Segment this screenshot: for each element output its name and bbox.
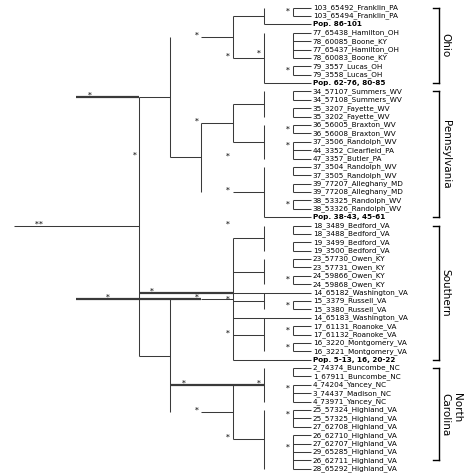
Text: *: * xyxy=(285,8,289,16)
Text: 34_57107_Summers_WV: 34_57107_Summers_WV xyxy=(313,88,403,95)
Text: *: * xyxy=(226,296,230,304)
Text: *: * xyxy=(39,221,43,229)
Text: 3_74437_Madison_NC: 3_74437_Madison_NC xyxy=(313,390,392,397)
Text: Ohio: Ohio xyxy=(441,33,451,57)
Text: *: * xyxy=(285,385,289,393)
Text: *: * xyxy=(285,301,289,309)
Text: Pop. 5-13, 16, 20-22: Pop. 5-13, 16, 20-22 xyxy=(313,357,395,363)
Text: *: * xyxy=(226,434,230,442)
Text: 15_3380_Russell_VA: 15_3380_Russell_VA xyxy=(313,306,386,313)
Text: 34_57108_Summers_WV: 34_57108_Summers_WV xyxy=(313,97,403,103)
Text: 47_3357_Butler_PA: 47_3357_Butler_PA xyxy=(313,155,383,162)
Text: 23_57731_Owen_KY: 23_57731_Owen_KY xyxy=(313,264,385,271)
Text: 26_62711_Highland_VA: 26_62711_Highland_VA xyxy=(313,457,398,464)
Text: 1_67911_Buncombe_NC: 1_67911_Buncombe_NC xyxy=(313,373,401,380)
Text: *: * xyxy=(133,152,137,160)
Text: 4_74204_Yancey_NC: 4_74204_Yancey_NC xyxy=(313,382,387,388)
Text: 44_3352_Clearfield_PA: 44_3352_Clearfield_PA xyxy=(313,147,395,154)
Text: *: * xyxy=(285,444,289,452)
Text: 38_53325_Randolph_WV: 38_53325_Randolph_WV xyxy=(313,197,402,204)
Text: 16_3221_Montgomery_VA: 16_3221_Montgomery_VA xyxy=(313,348,407,355)
Text: 27_62708_Highland_VA: 27_62708_Highland_VA xyxy=(313,423,398,430)
Text: 24_59868_Owen_KY: 24_59868_Owen_KY xyxy=(313,281,385,288)
Text: *: * xyxy=(226,220,230,228)
Text: Pennsylvania: Pennsylvania xyxy=(441,120,451,189)
Text: 29_65285_Highland_VA: 29_65285_Highland_VA xyxy=(313,448,398,456)
Text: North
Carolina: North Carolina xyxy=(441,392,462,436)
Text: 79_3558_Lucas_OH: 79_3558_Lucas_OH xyxy=(313,71,383,78)
Text: 78_60085_Boone_KY: 78_60085_Boone_KY xyxy=(313,38,388,45)
Text: 14_65182_Washington_VA: 14_65182_Washington_VA xyxy=(313,289,408,296)
Text: 36_56008_Braxton_WV: 36_56008_Braxton_WV xyxy=(313,130,397,137)
Text: *: * xyxy=(195,118,199,126)
Text: *: * xyxy=(285,276,289,284)
Text: 24_59866_Owen_KY: 24_59866_Owen_KY xyxy=(313,273,385,279)
Text: 2_74374_Buncombe_NC: 2_74374_Buncombe_NC xyxy=(313,365,401,372)
Text: *: * xyxy=(195,32,199,40)
Text: *: * xyxy=(285,66,289,74)
Text: *: * xyxy=(256,380,260,387)
Text: 18_3489_Bedford_VA: 18_3489_Bedford_VA xyxy=(313,222,390,229)
Text: 16_3220_Montgomery_VA: 16_3220_Montgomery_VA xyxy=(313,339,407,346)
Text: *: * xyxy=(226,152,230,160)
Text: *: * xyxy=(285,327,289,334)
Text: *: * xyxy=(88,92,92,100)
Text: 15_3379_Russell_VA: 15_3379_Russell_VA xyxy=(313,298,386,304)
Text: 37_3504_Randolph_WV: 37_3504_Randolph_WV xyxy=(313,164,397,170)
Text: 4_73971_Yancey_NC: 4_73971_Yancey_NC xyxy=(313,398,387,405)
Text: 25_57324_Highland_VA: 25_57324_Highland_VA xyxy=(313,407,398,413)
Text: *: * xyxy=(285,201,289,209)
Text: 35_3207_Fayette_WV: 35_3207_Fayette_WV xyxy=(313,105,391,111)
Text: *: * xyxy=(256,50,260,58)
Text: 78_60083_Boone_KY: 78_60083_Boone_KY xyxy=(313,55,388,61)
Text: 14_65183_Washington_VA: 14_65183_Washington_VA xyxy=(313,314,408,321)
Text: 17_61131_Roanoke_VA: 17_61131_Roanoke_VA xyxy=(313,323,396,329)
Text: 27_62707_Highland_VA: 27_62707_Highland_VA xyxy=(313,440,398,447)
Text: *: * xyxy=(285,343,289,351)
Text: 39_77207_Alleghany_MD: 39_77207_Alleghany_MD xyxy=(313,180,404,187)
Text: 35_3202_Fayette_WV: 35_3202_Fayette_WV xyxy=(313,113,391,120)
Text: 77_65437_Hamilton_OH: 77_65437_Hamilton_OH xyxy=(313,46,400,53)
Text: 19_3499_Bedford_VA: 19_3499_Bedford_VA xyxy=(313,239,390,246)
Text: *: * xyxy=(285,410,289,418)
Text: *: * xyxy=(285,125,289,133)
Text: 38_53326_Randolph_WV: 38_53326_Randolph_WV xyxy=(313,205,402,212)
Text: *: * xyxy=(106,293,109,301)
Text: 39_77208_Alleghany_MD: 39_77208_Alleghany_MD xyxy=(313,189,404,195)
Text: 37_3506_Randolph_WV: 37_3506_Randolph_WV xyxy=(313,138,397,145)
Text: 103_65492_Franklin_PA: 103_65492_Franklin_PA xyxy=(313,4,398,11)
Text: 37_3505_Randolph_WV: 37_3505_Randolph_WV xyxy=(313,172,397,179)
Text: 36_56005_Braxton_WV: 36_56005_Braxton_WV xyxy=(313,122,397,128)
Text: 28_65292_Highland_VA: 28_65292_Highland_VA xyxy=(313,465,398,472)
Text: *: * xyxy=(182,380,185,387)
Text: *: * xyxy=(195,293,199,301)
Text: Southern: Southern xyxy=(441,269,451,317)
Text: 26_62710_Highland_VA: 26_62710_Highland_VA xyxy=(313,432,398,438)
Text: 25_57325_Highland_VA: 25_57325_Highland_VA xyxy=(313,415,398,422)
Text: 77_65438_Hamilton_OH: 77_65438_Hamilton_OH xyxy=(313,29,400,36)
Text: *: * xyxy=(195,407,199,415)
Text: Pop. 86-101: Pop. 86-101 xyxy=(313,21,362,27)
Text: 103_65494_Franklin_PA: 103_65494_Franklin_PA xyxy=(313,13,398,19)
Text: 79_3557_Lucas_OH: 79_3557_Lucas_OH xyxy=(313,63,383,70)
Text: *: * xyxy=(150,287,154,295)
Text: 18_3488_Bedford_VA: 18_3488_Bedford_VA xyxy=(313,230,390,237)
Text: *: * xyxy=(226,187,230,195)
Text: *: * xyxy=(35,221,38,229)
Text: 19_3500_Bedford_VA: 19_3500_Bedford_VA xyxy=(313,247,390,254)
Text: 23_57730_Owen_KY: 23_57730_Owen_KY xyxy=(313,256,385,263)
Text: *: * xyxy=(226,53,230,61)
Text: 17_61132_Roanoke_VA: 17_61132_Roanoke_VA xyxy=(313,331,396,338)
Text: *: * xyxy=(226,329,230,337)
Text: Pop. 38-43, 45-61: Pop. 38-43, 45-61 xyxy=(313,214,385,220)
Text: *: * xyxy=(285,142,289,150)
Text: Pop. 62-76, 80-85: Pop. 62-76, 80-85 xyxy=(313,80,385,86)
